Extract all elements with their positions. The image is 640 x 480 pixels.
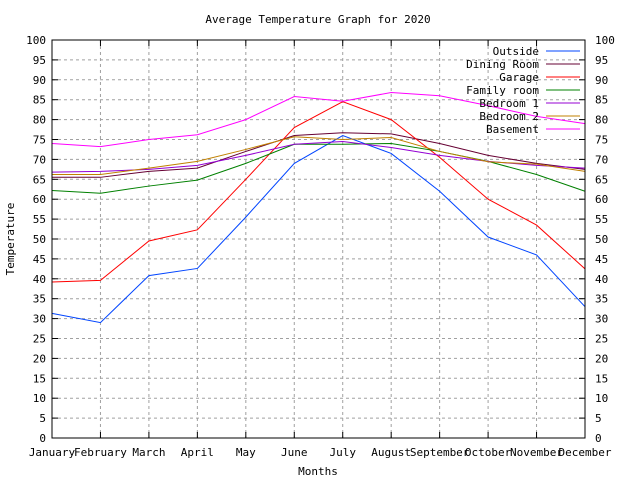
y-tick-label-right: 85 — [595, 94, 608, 107]
x-tick-label: January — [29, 446, 76, 459]
y-tick-label-left: 45 — [33, 253, 46, 266]
y-tick-label-right: 55 — [595, 213, 608, 226]
y-tick-label-right: 70 — [595, 153, 608, 166]
y-tick-label-left: 60 — [33, 193, 46, 206]
y-tick-label-left: 95 — [33, 54, 46, 67]
y-tick-label-left: 50 — [33, 233, 46, 246]
y-tick-label-right: 25 — [595, 333, 608, 346]
y-tick-label-left: 70 — [33, 153, 46, 166]
y-axis-label: Temperature — [4, 203, 17, 276]
y-tick-label-left: 40 — [33, 273, 46, 286]
y-tick-label-left: 80 — [33, 114, 46, 127]
y-tick-label-right: 20 — [595, 352, 608, 365]
x-tick-label: September — [410, 446, 470, 459]
y-tick-label-left: 35 — [33, 293, 46, 306]
y-tick-label-right: 35 — [595, 293, 608, 306]
series-line-family-room — [51, 142, 586, 194]
x-tick-label: May — [236, 446, 256, 459]
y-tick-label-right: 45 — [595, 253, 608, 266]
series-line-garage — [51, 101, 586, 283]
x-tick-label: December — [559, 446, 612, 459]
y-tick-label-left: 85 — [33, 94, 46, 107]
y-tick-label-left: 0 — [39, 432, 46, 445]
y-tick-label-left: 5 — [39, 412, 46, 425]
y-tick-label-left: 75 — [33, 134, 46, 147]
x-tick-label: April — [181, 446, 214, 459]
x-tick-label: March — [132, 446, 165, 459]
x-tick-label: October — [465, 446, 512, 459]
y-tick-label-left: 25 — [33, 333, 46, 346]
y-tick-label-left: 30 — [33, 313, 46, 326]
y-tick-label-right: 15 — [595, 372, 608, 385]
legend-label: Garage — [499, 71, 539, 84]
series-line-bedroom-1 — [51, 140, 586, 173]
y-tick-label-left: 55 — [33, 213, 46, 226]
series-line-bedroom-2 — [52, 136, 586, 176]
y-tick-label-right: 60 — [595, 193, 608, 206]
y-tick-label-right: 80 — [595, 114, 608, 127]
legend-label: Outside — [493, 45, 539, 58]
series-line-dining-room — [52, 132, 586, 178]
y-tick-label-left: 90 — [33, 74, 46, 87]
y-tick-label-right: 30 — [595, 313, 608, 326]
y-tick-label-right: 40 — [595, 273, 608, 286]
chart-title: Average Temperature Graph for 2020 — [205, 13, 430, 26]
x-axis-label: Months — [298, 465, 338, 478]
legend-label: Dining Room — [466, 58, 539, 71]
x-tick-label: August — [371, 446, 411, 459]
y-tick-label-right: 100 — [595, 34, 615, 47]
y-tick-label-right: 90 — [595, 74, 608, 87]
x-tick-label: November — [510, 446, 563, 459]
x-tick-label: February — [74, 446, 127, 459]
y-tick-label-right: 0 — [595, 432, 602, 445]
series-line-outside — [51, 134, 586, 324]
y-tick-label-right: 75 — [595, 134, 608, 147]
y-tick-label-right: 10 — [595, 392, 608, 405]
legend-label: Bedroom 2 — [479, 110, 539, 123]
y-tick-label-right: 65 — [595, 173, 608, 186]
legend-label: Basement — [486, 123, 539, 136]
y-tick-label-left: 100 — [26, 34, 46, 47]
y-tick-label-left: 15 — [33, 372, 46, 385]
y-tick-label-left: 10 — [33, 392, 46, 405]
series-line-basement — [51, 92, 586, 148]
legend-label: Bedroom 1 — [479, 97, 539, 110]
y-tick-label-left: 65 — [33, 173, 46, 186]
y-tick-label-right: 50 — [595, 233, 608, 246]
legend-label: Family room — [466, 84, 539, 97]
plot-frame — [51, 39, 586, 439]
y-tick-label-right: 95 — [595, 54, 608, 67]
x-tick-label: June — [281, 446, 308, 459]
x-tick-label: July — [329, 446, 356, 459]
y-tick-label-left: 20 — [33, 352, 46, 365]
y-tick-label-right: 5 — [595, 412, 602, 425]
